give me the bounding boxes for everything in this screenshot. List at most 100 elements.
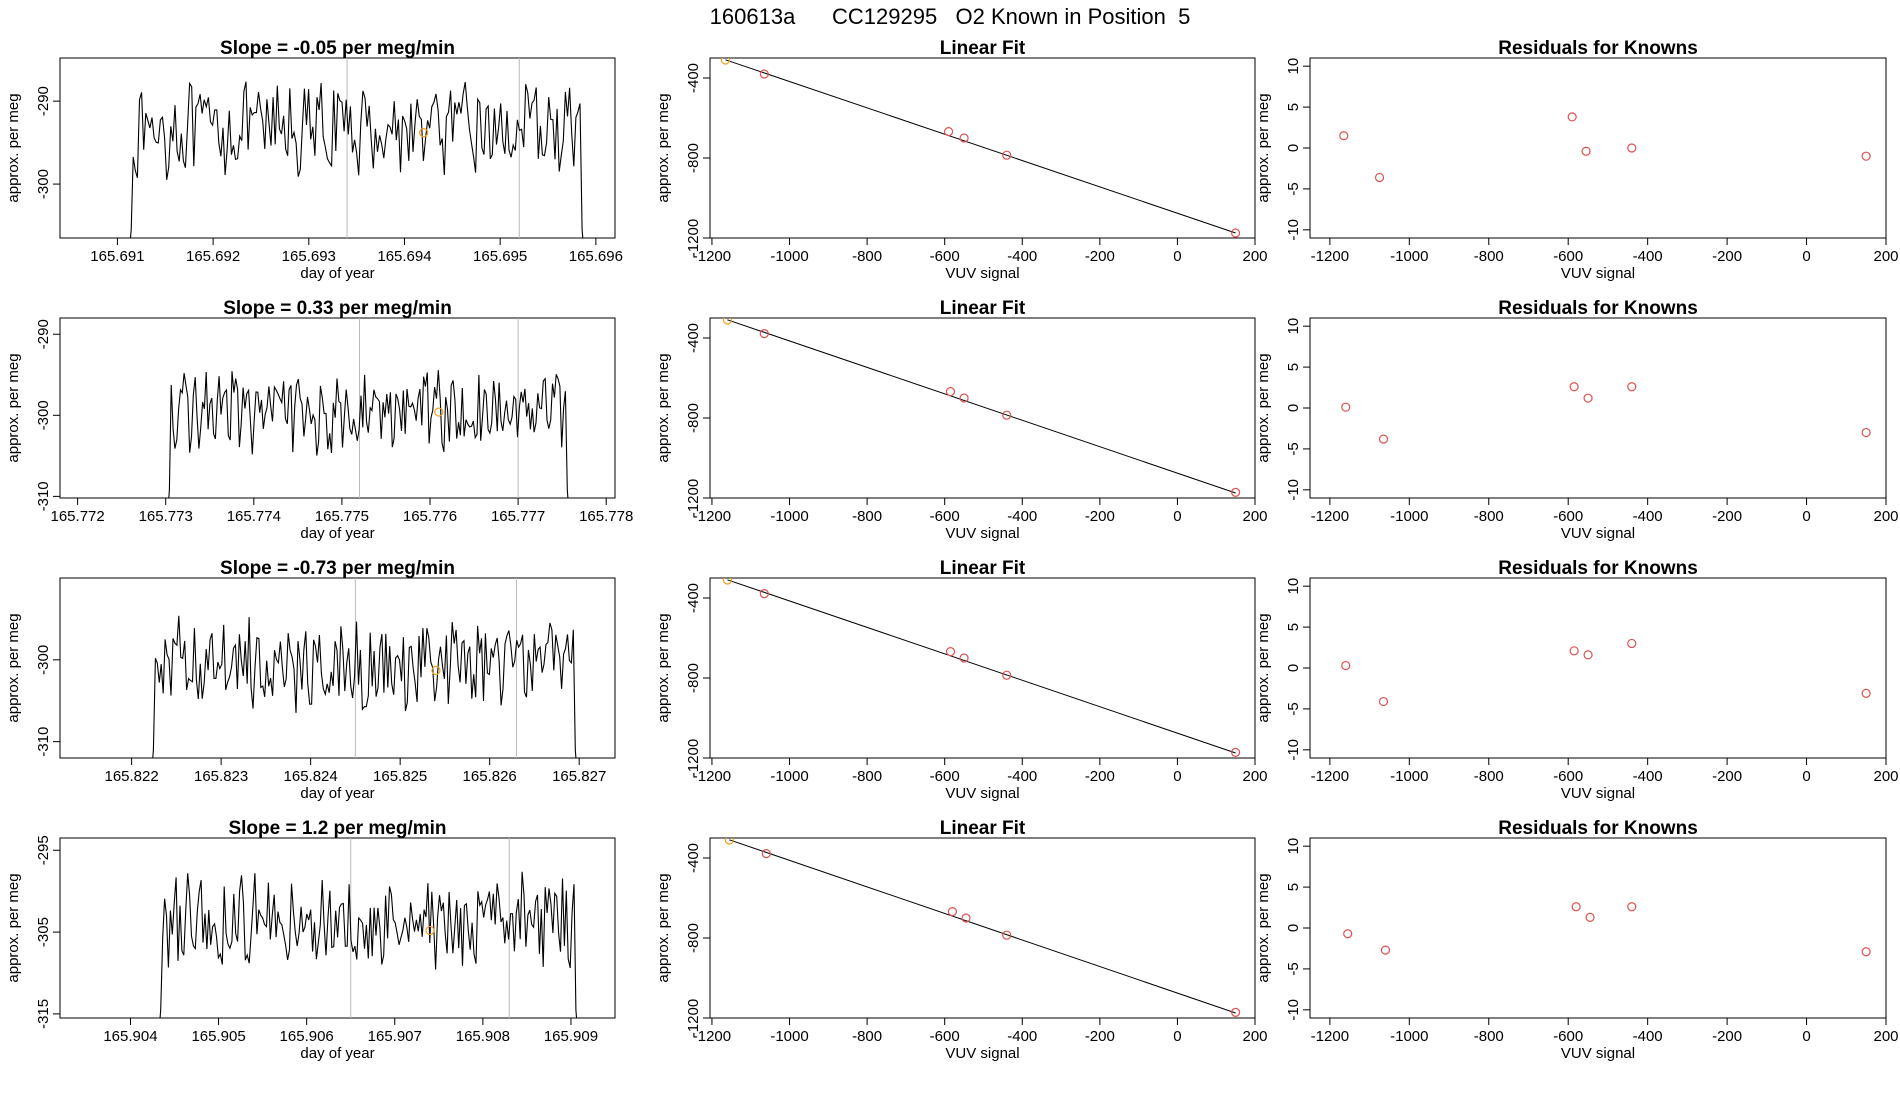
x-tick-label: 200: [1242, 1028, 1267, 1045]
x-tick-label: -800: [1474, 1028, 1504, 1045]
x-tick-label: -600: [930, 248, 960, 265]
y-tick-label: -1200: [685, 999, 702, 1037]
panel-3: Residuals for Knowns-1200 -1000 -800 -600 -4…: [1255, 38, 1899, 282]
x-tick-label: 0: [1173, 768, 1181, 785]
x-axis-label: VUV signal: [1561, 525, 1635, 542]
data-point: [722, 318, 733, 325]
x-tick-label: -200: [1712, 248, 1742, 265]
panel-title: Linear Fit: [940, 818, 1026, 839]
panel-7: Slope = -0.73 per meg/min 165.822 165.823 1…: [5, 558, 616, 802]
data-point: [959, 133, 969, 143]
x-tick-label: -400: [1007, 768, 1037, 785]
data-point: [1231, 228, 1241, 238]
x-tick-label: -800: [1474, 508, 1504, 525]
y-tick-label: -800: [685, 403, 702, 433]
y-tick-label: -290: [35, 319, 52, 349]
x-tick-label: 165.694: [377, 248, 431, 265]
x-tick-label: 165.823: [194, 768, 248, 785]
plot-data: [1341, 382, 1871, 444]
y-axis-label: approx. per meg: [1255, 353, 1272, 462]
data-point: [1861, 151, 1871, 161]
panel-4: Slope = 0.33 per meg/min 165.772 165.773 16…: [5, 298, 633, 542]
data-trace: [159, 871, 578, 1018]
data-point: [1627, 902, 1637, 912]
data-point: [945, 646, 956, 657]
panel-title: Residuals for Knowns: [1498, 818, 1698, 839]
plot-frame: [59, 577, 616, 759]
x-tick-label: 165.692: [186, 248, 240, 265]
x-tick-label: 165.827: [552, 768, 606, 785]
y-tick-label: -400: [685, 63, 702, 93]
x-tick-label: 165.905: [191, 1028, 245, 1045]
data-point: [1231, 1007, 1241, 1018]
y-axis-label: approx. per meg: [5, 613, 22, 722]
x-tick-label: 165.778: [579, 508, 633, 525]
y-axis-label: approx. per meg: [655, 353, 672, 462]
data-point: [1002, 150, 1012, 160]
y-tick-label: 5: [1285, 103, 1302, 111]
panel-6: Residuals for Knowns-1200 -1000 -800 -600 -4…: [1255, 298, 1899, 542]
panel-12: Residuals for Knowns-1200 -1000 -800 -600 -4…: [1255, 818, 1899, 1062]
y-axis-label: approx. per meg: [1255, 873, 1272, 982]
x-tick-label: -600: [930, 1028, 960, 1045]
x-tick-label: -400: [1633, 508, 1663, 525]
x-axis-label: day of year: [300, 265, 374, 282]
y-tick-label: -290: [35, 86, 52, 116]
x-tick-label: -1000: [770, 248, 808, 265]
x-tick-label: -800: [852, 768, 882, 785]
x-tick-label: -1200: [693, 768, 731, 785]
plot-frame: [59, 57, 616, 239]
x-tick-label: -400: [1633, 768, 1663, 785]
x-tick-label: -200: [1712, 1028, 1742, 1045]
data-trace: [168, 370, 569, 498]
panel-8: Linear Fit -1200 -1000 -800 -600 -400 -200 0 200…: [655, 558, 1268, 802]
y-tick-label: 5: [1285, 363, 1302, 371]
x-tick-label: -1200: [693, 248, 731, 265]
data-point: [947, 906, 958, 917]
x-tick-label: -600: [1553, 1028, 1583, 1045]
y-axis-label: approx. per meg: [5, 93, 22, 202]
y-axis-label: approx. per meg: [655, 613, 672, 722]
data-point: [1627, 382, 1637, 392]
data-point: [1861, 427, 1871, 438]
y-tick-label: -295: [35, 835, 52, 865]
data-point: [1002, 930, 1012, 940]
y-tick-label: -5: [1285, 702, 1302, 715]
x-tick-label: -1000: [770, 768, 808, 785]
plot-frame: [59, 317, 616, 499]
y-tick-label: -305: [35, 917, 52, 947]
x-tick-label: 200: [1242, 768, 1267, 785]
x-tick-label: 165.822: [104, 768, 158, 785]
x-tick-label: -400: [1633, 248, 1663, 265]
fit-line: [725, 59, 1236, 234]
data-point: [720, 58, 731, 65]
data-point: [1861, 688, 1871, 698]
panel-title: Linear Fit: [940, 298, 1026, 319]
data-point: [724, 838, 734, 845]
x-tick-label: 165.825: [373, 768, 427, 785]
y-tick-label: -310: [35, 481, 52, 511]
x-tick-label: -1000: [1390, 248, 1428, 265]
y-tick-label: 0: [1285, 144, 1302, 152]
x-tick-label: 165.907: [368, 1028, 422, 1045]
x-tick-label: -800: [1474, 248, 1504, 265]
data-point: [945, 387, 956, 397]
panel-title: Slope = 1.2 per meg/min: [228, 818, 446, 839]
plot-data: [724, 838, 1241, 1018]
plot-frame: [59, 837, 616, 1019]
y-tick-label: -5: [1285, 962, 1302, 975]
data-point: [425, 925, 435, 936]
x-tick-label: 165.696: [569, 248, 623, 265]
plot-data: [152, 578, 577, 758]
plot-data: [168, 318, 569, 498]
x-tick-label: 0: [1802, 508, 1810, 525]
x-tick-label: -800: [852, 1028, 882, 1045]
y-tick-label: 0: [1285, 404, 1302, 412]
data-point: [1231, 487, 1241, 497]
x-tick-label: 165.691: [90, 248, 144, 265]
data-point: [943, 127, 954, 137]
panel-1: Slope = -0.05 per meg/min 165.691 165.692 1…: [5, 38, 623, 282]
y-axis-label: approx. per meg: [1255, 613, 1272, 722]
x-tick-label: -600: [1553, 508, 1583, 525]
x-axis-label: VUV signal: [945, 265, 1019, 282]
